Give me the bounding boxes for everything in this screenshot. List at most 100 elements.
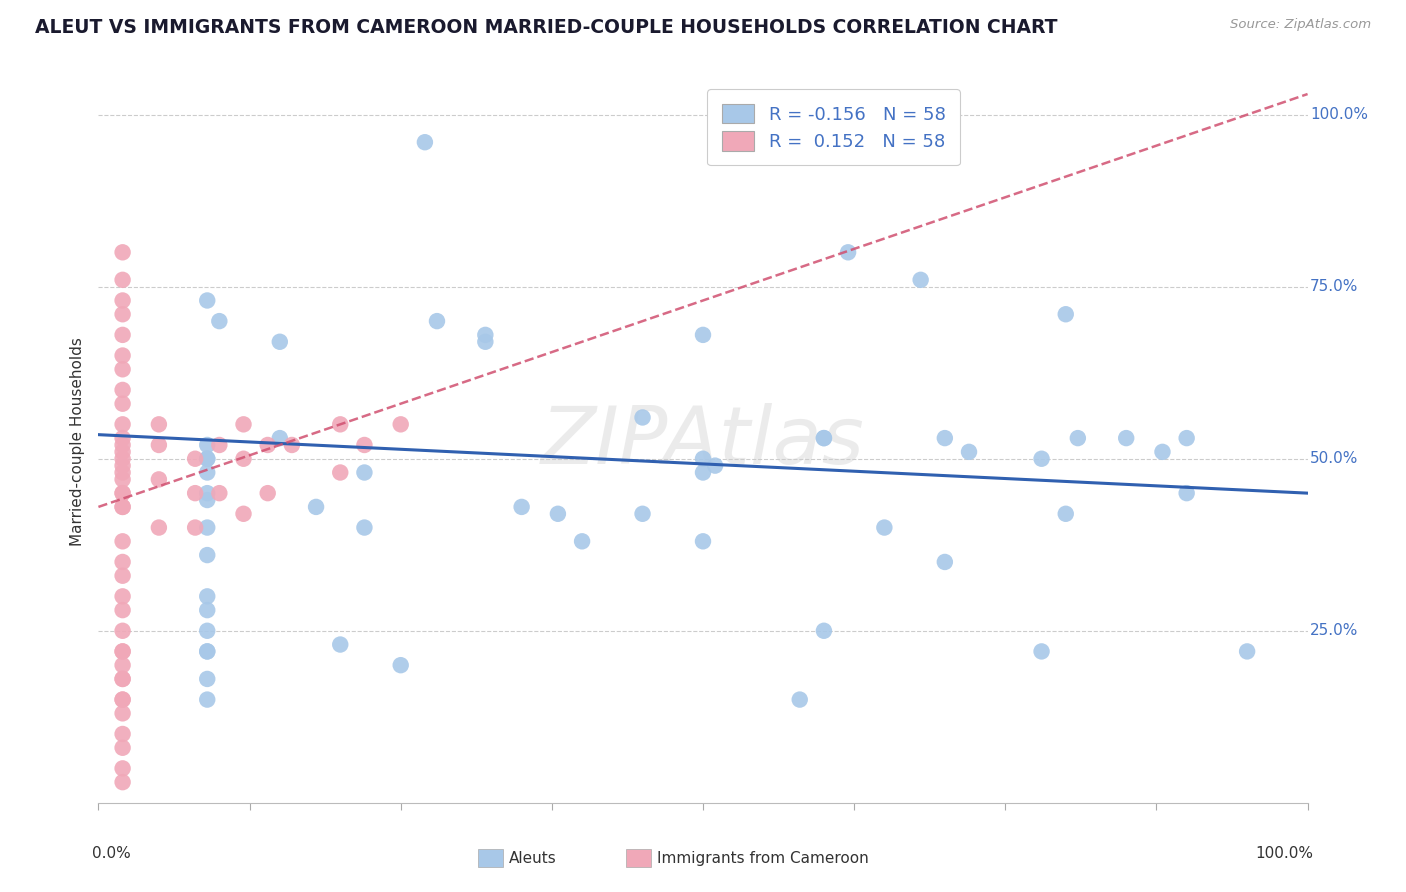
Point [111, 534, 134, 549]
Point [111, 445, 134, 459]
Point [195, 644, 218, 658]
Point [692, 466, 714, 480]
Point [269, 334, 291, 349]
Point [111, 761, 134, 775]
Point [256, 438, 278, 452]
Point [111, 692, 134, 706]
Point [111, 362, 134, 376]
Point [111, 307, 134, 321]
Text: Immigrants from Cameroon: Immigrants from Cameroon [657, 851, 869, 865]
Text: 0.0%: 0.0% [93, 847, 131, 861]
Point [111, 431, 134, 445]
Point [232, 451, 254, 466]
Point [474, 327, 496, 342]
Point [208, 438, 231, 452]
Point [195, 603, 218, 617]
Point [111, 245, 134, 260]
Point [1067, 431, 1090, 445]
Text: 25.0%: 25.0% [1310, 624, 1358, 639]
Point [873, 520, 896, 534]
Point [111, 555, 134, 569]
Point [111, 727, 134, 741]
Point [111, 500, 134, 514]
Legend: R = -0.156   N = 58, R =  0.152   N = 58: R = -0.156 N = 58, R = 0.152 N = 58 [707, 89, 960, 165]
Point [195, 486, 218, 500]
Point [837, 245, 859, 260]
Point [329, 466, 352, 480]
Point [111, 472, 134, 486]
Point [1236, 644, 1258, 658]
Point [184, 486, 207, 500]
Point [148, 438, 170, 452]
Point [269, 431, 291, 445]
Point [547, 507, 569, 521]
Point [910, 273, 932, 287]
Point [195, 590, 218, 604]
Point [111, 397, 134, 411]
Point [111, 458, 134, 473]
Point [195, 466, 218, 480]
Point [111, 775, 134, 789]
Point [692, 327, 714, 342]
Point [389, 658, 412, 673]
Point [692, 534, 714, 549]
Point [111, 466, 134, 480]
Point [184, 451, 207, 466]
Point [111, 658, 134, 673]
Point [148, 520, 170, 534]
Point [111, 644, 134, 658]
Point [111, 273, 134, 287]
Point [111, 486, 134, 500]
Text: 75.0%: 75.0% [1310, 279, 1358, 294]
Point [934, 555, 956, 569]
Point [232, 507, 254, 521]
Point [426, 314, 449, 328]
Point [232, 417, 254, 432]
Point [353, 438, 375, 452]
Point [111, 692, 134, 706]
Point [208, 486, 231, 500]
Point [195, 293, 218, 308]
Point [256, 486, 278, 500]
Point [789, 692, 811, 706]
Point [195, 520, 218, 534]
Point [111, 603, 134, 617]
Point [813, 624, 835, 638]
Point [111, 672, 134, 686]
Text: 100.0%: 100.0% [1310, 107, 1368, 122]
Point [195, 451, 218, 466]
Point [111, 500, 134, 514]
Point [111, 486, 134, 500]
Point [1115, 431, 1137, 445]
Text: 50.0%: 50.0% [1310, 451, 1358, 467]
Point [353, 520, 375, 534]
Point [353, 466, 375, 480]
Point [631, 507, 654, 521]
Point [1175, 431, 1198, 445]
Point [111, 740, 134, 755]
Point [195, 624, 218, 638]
Point [329, 638, 352, 652]
Point [1175, 486, 1198, 500]
Point [813, 431, 835, 445]
Point [111, 590, 134, 604]
Point [208, 314, 231, 328]
Y-axis label: Married-couple Households: Married-couple Households [69, 337, 84, 546]
Point [111, 672, 134, 686]
Point [195, 451, 218, 466]
Point [934, 431, 956, 445]
Point [1031, 644, 1053, 658]
Text: Source: ZipAtlas.com: Source: ZipAtlas.com [1230, 18, 1371, 31]
Point [329, 417, 352, 432]
Point [111, 438, 134, 452]
Point [111, 451, 134, 466]
Point [111, 568, 134, 582]
Point [813, 431, 835, 445]
Point [111, 327, 134, 342]
Point [474, 334, 496, 349]
Point [111, 293, 134, 308]
Point [692, 451, 714, 466]
Point [195, 548, 218, 562]
Point [281, 438, 304, 452]
Point [111, 349, 134, 363]
